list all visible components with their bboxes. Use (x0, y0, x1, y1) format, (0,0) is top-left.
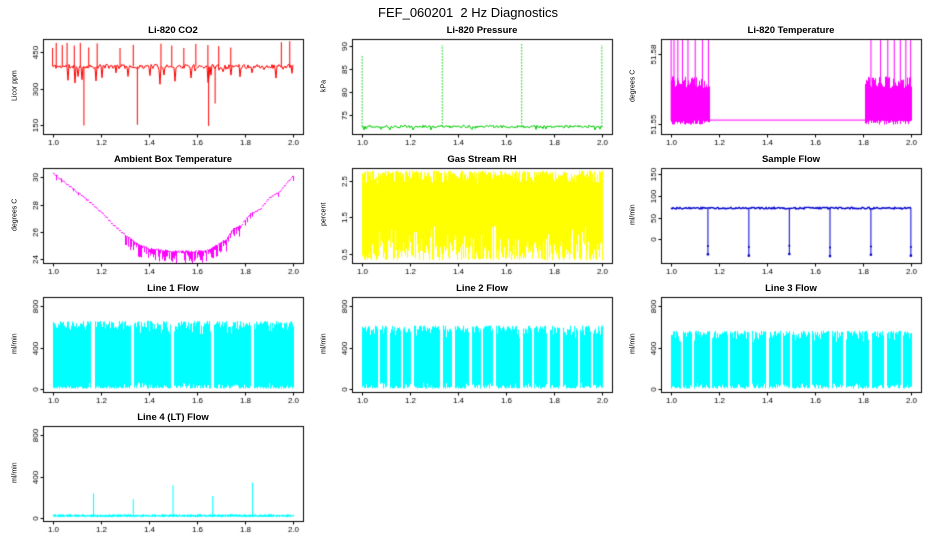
plot-area: ml/min (627, 166, 927, 278)
y-axis-label: kPa (320, 79, 328, 92)
plot-area: ml/min (9, 295, 309, 407)
charts-grid: Li-820 CO2 Licor ppm Li-820 Pressure kPa… (0, 24, 936, 540)
page-title: FEF_060201 2 Hz Diagnostics (378, 5, 558, 20)
chart-line2-flow: Line 2 Flow ml/min (318, 282, 618, 411)
plot-area: degrees C (627, 37, 927, 149)
y-axis-label: ml/min (11, 333, 19, 354)
gas-stream-rh-canvas (330, 166, 618, 278)
plot-area: ml/min (9, 424, 309, 536)
plot-area: degrees C (9, 166, 309, 278)
y-axis-label: Licor ppm (11, 70, 19, 101)
y-axis-label: ml/min (320, 333, 328, 354)
chart-title: Gas Stream RH (447, 154, 517, 165)
chart-li820-pressure: Li-820 Pressure kPa (318, 24, 618, 153)
line2-flow-canvas (330, 295, 618, 407)
li820-pressure-canvas (330, 37, 618, 149)
chart-line3-flow: Line 3 Flow ml/min (627, 282, 927, 411)
y-axis-label: ml/min (629, 204, 637, 225)
chart-ambient-box-temperature: Ambient Box Temperature degrees C (9, 153, 309, 282)
y-axis-label: percent (320, 202, 328, 227)
chart-title: Ambient Box Temperature (113, 154, 233, 165)
chart-title: Li-820 Temperature (747, 25, 835, 36)
chart-li820-temperature: Li-820 Temperature degrees C (627, 24, 927, 153)
chart-gas-stream-rh: Gas Stream RH percent (318, 153, 618, 282)
plot-area: kPa (318, 37, 618, 149)
ambient-box-temperature-canvas (21, 166, 309, 278)
plot-area: Licor ppm (9, 37, 309, 149)
y-axis-label: degrees C (11, 198, 19, 231)
chart-title: Line 2 Flow (456, 283, 508, 294)
line1-flow-canvas (21, 295, 309, 407)
plot-area: ml/min (318, 295, 618, 407)
chart-li820-co2: Li-820 CO2 Licor ppm (9, 24, 309, 153)
chart-line1-flow: Line 1 Flow ml/min (9, 282, 309, 411)
chart-title: Li-820 CO2 (148, 25, 198, 36)
line3-flow-canvas (639, 295, 927, 407)
plot-area: ml/min (627, 295, 927, 407)
chart-title: Li-820 Pressure (446, 25, 518, 36)
chart-line4-lt-flow: Line 4 (LT) Flow ml/min (9, 411, 309, 540)
sample-flow-canvas (639, 166, 927, 278)
chart-title: Line 3 Flow (765, 283, 817, 294)
plot-area: percent (318, 166, 618, 278)
li820-temperature-canvas (639, 37, 927, 149)
chart-sample-flow: Sample Flow ml/min (627, 153, 927, 282)
y-axis-label: ml/min (11, 462, 19, 483)
y-axis-label: degrees C (629, 69, 637, 102)
y-axis-label: ml/min (629, 333, 637, 354)
chart-title: Line 4 (LT) Flow (137, 412, 209, 423)
line4-lt-flow-canvas (21, 424, 309, 536)
li820-co2-canvas (21, 37, 309, 149)
chart-title: Line 1 Flow (147, 283, 199, 294)
chart-title: Sample Flow (761, 154, 821, 165)
